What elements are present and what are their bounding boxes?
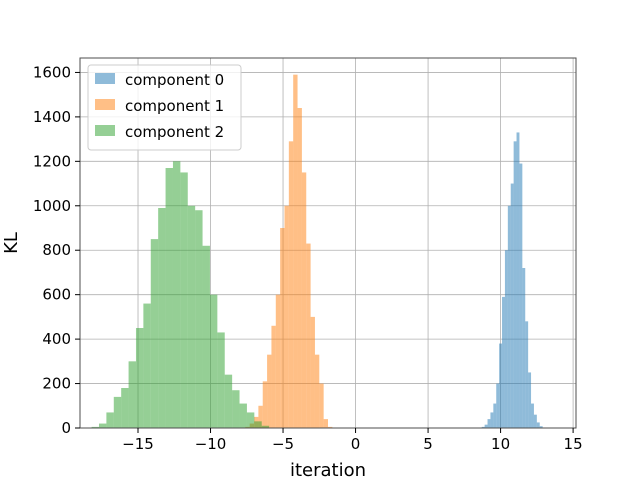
bar-component-0: [528, 372, 532, 428]
bar-component-1: [293, 74, 298, 429]
bar-component-2: [180, 172, 188, 428]
bar-component-1: [267, 354, 272, 428]
legend-label-component-1: component 1: [125, 97, 224, 115]
legend: component 0 component 1 component 2: [87, 64, 242, 151]
bar-component-0: [502, 296, 505, 428]
bar-component-2: [187, 205, 196, 428]
bar-component-0: [484, 424, 488, 428]
bar-component-2: [128, 361, 136, 428]
bar-component-2: [209, 294, 218, 428]
bar-component-2: [158, 208, 166, 428]
bar-component-0: [490, 412, 494, 428]
y-axis-ticks: 0 200 400 600 800 1000 1200 1400 1600: [33, 63, 80, 437]
y-axis-title: KL: [1, 232, 22, 254]
bar-component-2: [195, 210, 203, 428]
bar-component-1: [271, 325, 276, 428]
bar-component-1: [314, 354, 320, 428]
bar-component-1: [288, 141, 294, 429]
bar-component-0: [525, 321, 529, 428]
legend-swatch-component-0: [95, 73, 115, 84]
bar-component-0: [536, 422, 540, 428]
bar-component-0: [539, 426, 543, 428]
x-tick-label: 0: [351, 435, 361, 453]
bar-component-1: [275, 294, 281, 428]
bar-component-0: [531, 403, 534, 428]
y-tick-label: 1200: [33, 152, 71, 170]
bar-component-0: [507, 205, 511, 428]
bar-component-2: [239, 403, 247, 428]
bar-component-1: [258, 405, 263, 428]
bar-component-2: [224, 374, 233, 428]
bar-component-2: [165, 168, 173, 428]
bar-component-0: [513, 141, 517, 429]
bar-component-0: [519, 163, 523, 429]
bar-component-1: [306, 243, 311, 428]
bar-component-2: [202, 245, 210, 428]
series-component-0: [481, 132, 543, 429]
histogram-bars: [91, 74, 543, 429]
bar-component-2: [232, 390, 240, 428]
bar-component-2: [261, 425, 270, 428]
legend-label-component-0: component 0: [125, 71, 224, 89]
bar-component-2: [217, 332, 225, 428]
bar-component-1: [284, 205, 289, 428]
x-axis-ticks: −15 −10 −5 0 5 10 15: [122, 428, 583, 453]
bar-component-0: [516, 132, 520, 428]
bar-component-0: [522, 268, 526, 428]
x-tick-label: −15: [122, 435, 154, 453]
legend-swatch-component-2: [95, 125, 115, 136]
x-tick-label: 15: [564, 435, 583, 453]
bar-component-2: [172, 161, 181, 429]
bar-component-2: [150, 239, 159, 428]
bar-component-2: [113, 396, 122, 428]
y-tick-label: 600: [42, 286, 71, 304]
bar-component-0: [493, 403, 497, 428]
bar-component-0: [496, 383, 500, 428]
bar-component-0: [499, 343, 503, 428]
y-tick-label: 1600: [33, 63, 71, 81]
x-tick-label: −5: [272, 435, 294, 453]
series-component-2: [91, 161, 270, 429]
bar-component-1: [297, 108, 302, 428]
bar-component-1: [280, 228, 285, 428]
y-tick-label: 1000: [33, 197, 71, 215]
bar-component-2: [254, 421, 262, 428]
bar-component-1: [323, 419, 328, 428]
bar-component-1: [319, 383, 324, 428]
legend-label-component-2: component 2: [125, 123, 224, 141]
x-tick-label: 10: [491, 435, 510, 453]
bar-component-2: [91, 426, 99, 428]
bar-component-0: [504, 250, 508, 428]
y-tick-label: 0: [61, 419, 71, 437]
bar-component-0: [487, 419, 491, 428]
bar-component-1: [328, 426, 333, 428]
bar-component-1: [301, 172, 307, 428]
y-tick-label: 400: [42, 330, 71, 348]
plot-frame: [79, 57, 577, 429]
series-component-1: [245, 74, 333, 429]
y-tick-label: 800: [42, 241, 71, 259]
bar-component-2: [135, 328, 144, 428]
bar-component-1: [262, 381, 268, 428]
bar-component-0: [533, 414, 537, 428]
bar-component-2: [121, 388, 129, 428]
bar-component-0: [510, 183, 514, 428]
bar-component-0: [481, 426, 485, 428]
x-tick-label: 5: [423, 435, 433, 453]
legend-swatch-component-1: [95, 99, 115, 110]
x-axis-title: iteration: [290, 460, 366, 480]
bar-component-2: [246, 412, 255, 428]
bar-component-2: [143, 303, 151, 428]
y-tick-label: 1400: [33, 108, 71, 126]
bar-component-1: [310, 316, 315, 428]
x-tick-label: −10: [195, 435, 227, 453]
legend-box: [87, 64, 242, 151]
bar-component-2: [106, 412, 114, 428]
y-tick-label: 200: [42, 375, 71, 393]
bar-component-2: [98, 423, 107, 428]
